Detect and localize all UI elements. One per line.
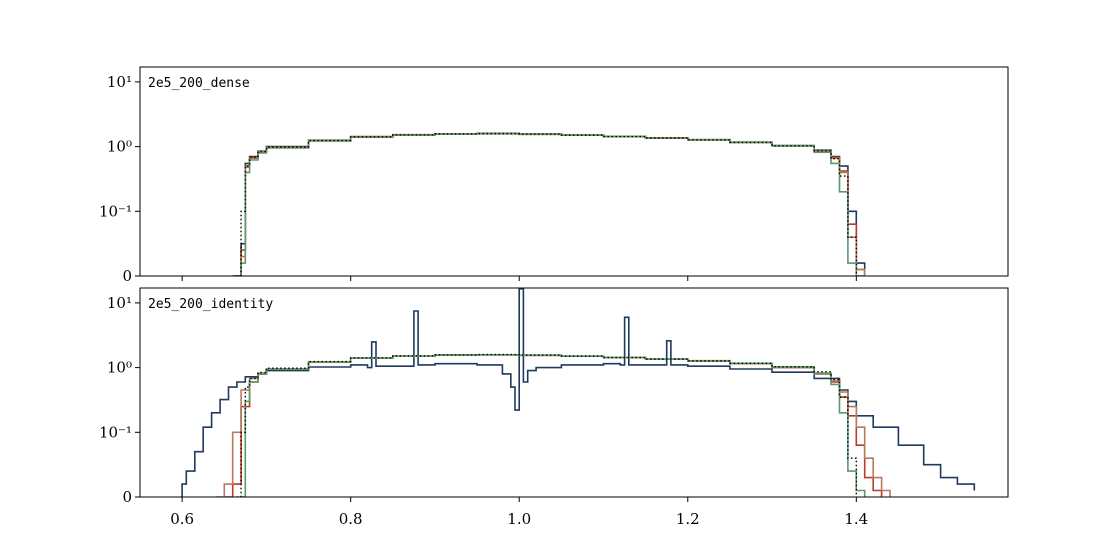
series-line-3	[232, 133, 865, 276]
x-tick-label: 1.4	[844, 510, 868, 528]
series-group	[232, 132, 866, 276]
series-line-3	[241, 354, 866, 497]
series-line-4	[236, 132, 857, 276]
x-tick-label: 1.2	[676, 510, 700, 528]
series-line-4	[236, 353, 857, 497]
series-line-2	[232, 133, 866, 276]
series-line-1	[224, 354, 883, 497]
panel-top: 0 10⁻¹ 10⁰ 10¹ 2e5_200_dense	[99, 66, 1009, 285]
y-tick-label: 10⁰	[107, 138, 132, 156]
y-tick-label: 10¹	[107, 73, 132, 91]
x-tick-label: 0.6	[170, 510, 194, 528]
x-tick-label: 0.8	[339, 510, 363, 528]
y-tick-label: 10⁻¹	[99, 423, 132, 441]
series-line-1	[232, 132, 866, 276]
panel-label: 2e5_200_dense	[148, 76, 250, 91]
panel-bottom: 0 10⁻¹ 10⁰ 10¹ 0.6 0.8 1.0 1.2 1.4 2e5_200_identi…	[99, 287, 1009, 528]
y-tick-label: 0	[122, 488, 132, 506]
series-group	[181, 288, 976, 497]
y-tick-label: 0	[122, 267, 132, 285]
x-tick-label: 1.0	[507, 510, 531, 528]
axes-frame	[139, 287, 1009, 498]
y-tick-label: 10⁰	[107, 359, 132, 377]
series-line-0	[232, 132, 866, 276]
panel-label: 2e5_200_identity	[148, 297, 273, 312]
axes-frame	[139, 66, 1009, 277]
series-line-2	[215, 354, 891, 497]
y-tick-label: 10¹	[107, 294, 132, 312]
series-line-0	[181, 288, 976, 497]
y-tick-label: 10⁻¹	[99, 202, 132, 220]
